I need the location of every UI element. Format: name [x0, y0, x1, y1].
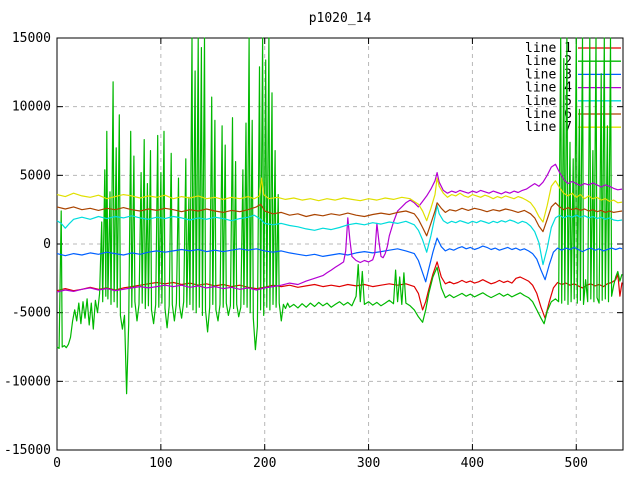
chart-title: p1020_14: [309, 11, 372, 26]
series-line-2: [56, 37, 623, 395]
y-tick-label: -5000: [12, 306, 51, 321]
y-tick-label: 15000: [12, 31, 51, 46]
series-layer: [56, 37, 623, 395]
grid-layer: [57, 38, 623, 450]
y-tick-label: 0: [43, 237, 51, 252]
y-tick-label: -10000: [4, 374, 51, 389]
x-tick-label: 300: [357, 456, 380, 471]
legend-label: line 7: [525, 120, 572, 135]
y-tick-label: 5000: [20, 168, 51, 183]
plot-border: [56, 37, 624, 451]
x-tick-label: 200: [253, 456, 276, 471]
series-line-6: [56, 202, 623, 237]
y-tick-label: -15000: [4, 443, 51, 458]
series-line-3: [56, 237, 623, 283]
series-line-4: [56, 163, 623, 293]
y-tick-label: 10000: [12, 100, 51, 115]
x-tick-label: 400: [461, 456, 484, 471]
series-line-7: [56, 177, 623, 223]
x-tick-label: 500: [565, 456, 588, 471]
x-tick-label: 100: [149, 456, 172, 471]
series-line-5: [56, 204, 623, 266]
x-tick-label: 0: [53, 456, 61, 471]
axis-labels: 0 100 200 300 400 500 -15000 -10000 -5000 0 5000 10…: [4, 31, 588, 471]
